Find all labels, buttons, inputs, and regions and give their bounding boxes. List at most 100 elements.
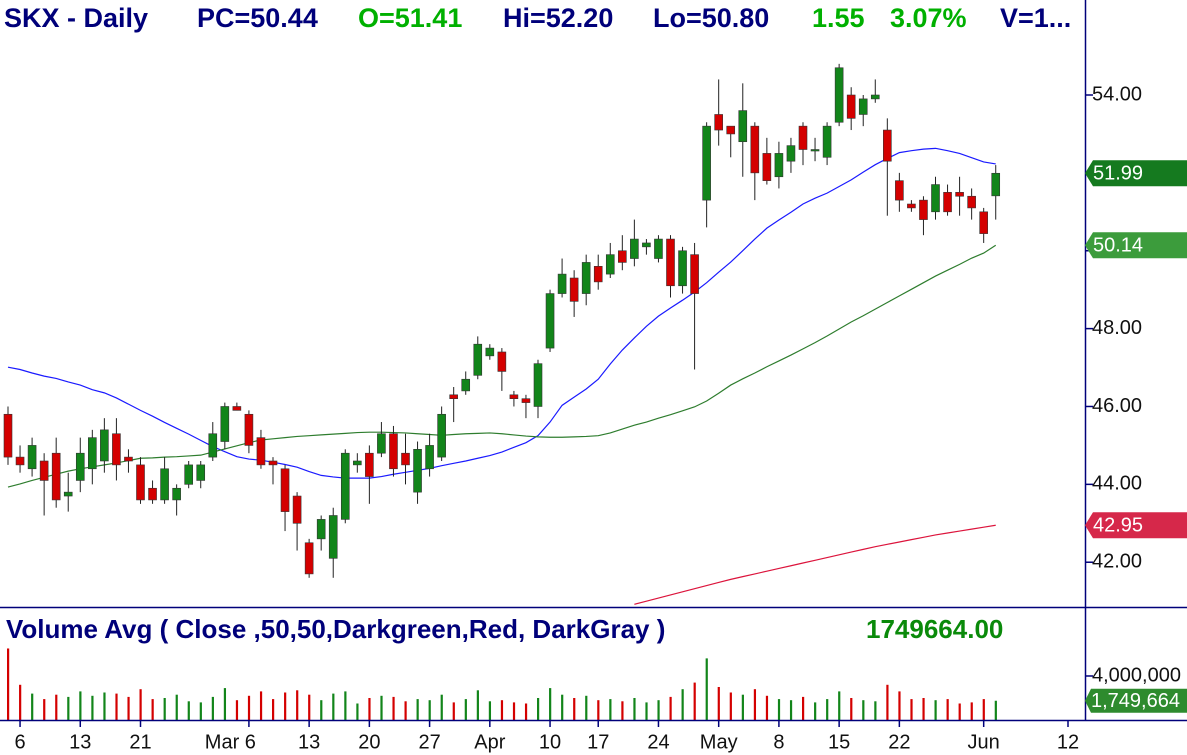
candle-body <box>955 192 964 197</box>
candle-body <box>690 254 699 294</box>
header-item: PC=50.44 <box>197 3 318 33</box>
candle-body <box>931 184 940 213</box>
volume-bar <box>356 703 359 720</box>
volume-bar <box>633 697 636 720</box>
candle-body <box>991 172 1001 197</box>
volume-panel <box>7 648 997 720</box>
volume-bar <box>235 700 239 720</box>
candle-body <box>88 437 97 470</box>
volume-bar <box>91 695 94 720</box>
volume-bar <box>284 692 287 720</box>
volume-bar <box>729 692 732 720</box>
candle-body <box>15 456 25 466</box>
candle-body <box>738 110 748 143</box>
candle-body <box>557 273 567 294</box>
candle-body <box>160 468 169 501</box>
x-tick-label: 17 <box>587 731 609 753</box>
candle-body <box>473 343 483 376</box>
volume-bar <box>753 689 757 720</box>
x-tick-label: 27 <box>418 731 440 753</box>
volume-value: 1749664.00 <box>866 614 1003 644</box>
volume-bar <box>609 699 612 720</box>
x-tick-label: 13 <box>69 731 91 753</box>
volume-bar <box>247 695 251 720</box>
candle-body <box>907 203 916 209</box>
volume-bar <box>272 699 275 720</box>
volume-bar <box>645 702 648 720</box>
x-tick-label: Mar 6 <box>205 731 256 753</box>
header-item: 1.55 <box>812 3 865 33</box>
candle-body <box>858 98 868 115</box>
candle-body <box>124 456 133 462</box>
volume-bar <box>452 702 455 720</box>
volume-bar <box>621 701 624 720</box>
volume-bar <box>585 695 588 720</box>
candle-body <box>172 487 181 501</box>
candle-body <box>27 445 37 470</box>
tags: 51.99 50.14 42.95 1,749,664 <box>1085 160 1187 713</box>
volume-bar <box>392 696 395 720</box>
volume-bar <box>561 694 564 720</box>
x-tick-label: 15 <box>828 731 850 753</box>
candle-body <box>39 460 49 481</box>
x-tick-label: 22 <box>888 731 910 753</box>
candle-body <box>762 153 772 181</box>
candle-body <box>702 125 711 201</box>
volume-bar <box>19 684 22 720</box>
moving-average-line <box>7 147 996 479</box>
candle-body <box>509 394 519 399</box>
x-tick-label: Jun <box>968 731 1000 753</box>
candle-body <box>353 460 362 466</box>
volume-bar <box>416 699 419 720</box>
header-item: Hi=52.20 <box>503 3 613 33</box>
x-tick-label: 12 <box>1057 731 1079 753</box>
volume-bar <box>669 696 672 720</box>
candle-body <box>834 67 844 123</box>
candle-body <box>618 250 627 263</box>
volume-bar <box>320 700 323 720</box>
x-tick-label: 21 <box>129 731 151 753</box>
volume-bar <box>524 703 528 720</box>
y-tick-label: 48.00 <box>1092 317 1142 339</box>
candle-body <box>569 277 579 302</box>
candle-body <box>786 145 796 162</box>
candle-body <box>449 394 458 399</box>
price-tag-label: 42.95 <box>1093 515 1143 537</box>
candle-body <box>581 262 591 294</box>
price-panel <box>3 63 1001 605</box>
volume-bar <box>789 700 793 720</box>
candle-body <box>268 460 278 466</box>
volume-bar <box>741 694 744 720</box>
candle-body <box>100 429 109 462</box>
candle-body <box>870 94 880 100</box>
volume-bar <box>440 694 443 720</box>
volume-bar <box>7 648 10 720</box>
candle-body <box>798 125 808 150</box>
volume-bar <box>223 688 227 720</box>
volume-bar <box>549 688 552 720</box>
volume-bar <box>476 690 479 720</box>
volume-bar <box>103 692 106 720</box>
volume-bar <box>127 696 130 720</box>
price-tag <box>1085 232 1187 259</box>
x-tick-label: 24 <box>647 731 669 753</box>
price-tag-label: 50.14 <box>1093 235 1143 257</box>
volume-bar <box>862 700 865 720</box>
volume-bar <box>296 690 299 720</box>
volume-bar <box>946 699 949 720</box>
volume-bar <box>43 699 46 720</box>
candle-body <box>208 433 218 458</box>
headers: SKX - Daily PC=50.44 O=51.41 Hi=52.20 Lo… <box>4 3 1071 644</box>
volume-bar <box>332 693 335 720</box>
volume-tag <box>1085 688 1187 713</box>
volume-bar <box>151 699 154 720</box>
volume-bar <box>344 691 347 720</box>
x-tick-label: Apr <box>474 731 505 753</box>
candle-body <box>401 452 410 466</box>
candle-body <box>304 542 314 575</box>
candle-body <box>377 433 386 454</box>
candle-body <box>389 433 398 470</box>
moving-average-line <box>7 244 997 488</box>
